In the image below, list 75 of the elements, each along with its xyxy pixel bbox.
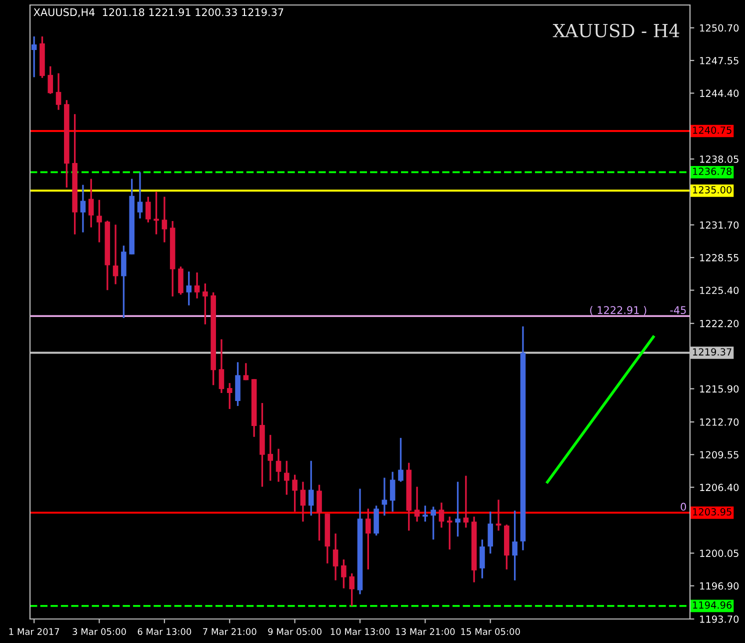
ref-line-label: 1235.00: [693, 186, 732, 194]
y-tick-label: 1209.55: [700, 451, 738, 458]
ref-line-label: 1240.75: [693, 126, 732, 134]
candlestick: [31, 36, 37, 78]
candlestick: [162, 196, 168, 244]
candlestick: [308, 460, 314, 516]
annotation: 0: [680, 502, 686, 511]
ref-line-label: 1194.96: [693, 601, 732, 609]
y-tick-label: 1247.55: [700, 56, 738, 64]
ref-line-label: 1219.37: [693, 348, 732, 356]
candlestick: [268, 434, 274, 482]
y-tick-label: 1215.90: [700, 385, 739, 393]
y-tick-label: 1212.70: [700, 418, 739, 426]
candlestick: [243, 362, 249, 381]
candlestick: [276, 448, 282, 483]
x-tick-label: 13 Mar 21:00: [396, 628, 455, 636]
candlestick: [146, 196, 151, 224]
candlestick: [398, 437, 404, 483]
x-tick-label: 15 Mar 05:00: [461, 628, 520, 636]
y-tick-label: 1193.70: [700, 615, 739, 623]
candlestick: [137, 171, 143, 220]
chart-title: XAUUSD,H4 1201.18 1221.91 1200.33 1219.37: [34, 8, 284, 18]
y-tick-label: 1238.05: [700, 155, 738, 163]
annotation: ( 1222.91 ): [590, 306, 646, 316]
candlestick: [512, 510, 518, 582]
candlestick: [446, 516, 452, 550]
candlestick: [438, 502, 444, 528]
candlestick: [226, 382, 232, 410]
candlestick: [186, 270, 192, 306]
candlestick: [430, 506, 436, 540]
annotation: -45: [670, 306, 686, 314]
candlestick: [496, 498, 502, 532]
y-tick-label: 1225.40: [700, 286, 739, 294]
ref-line-label: 1203.95: [693, 508, 732, 516]
candlestick: [455, 480, 460, 538]
candlestick: [112, 224, 118, 286]
candlestick: [390, 470, 396, 512]
x-tick-label: 9 Mar 05:00: [268, 628, 322, 636]
candlestick: [488, 510, 494, 554]
candlestick: [463, 474, 469, 528]
candlestick: [88, 178, 94, 228]
candlestick: [292, 474, 298, 512]
candlestick: [366, 508, 371, 570]
candlestick: [332, 532, 338, 582]
y-tick-label: 1206.40: [700, 484, 739, 492]
x-tick-label: 3 Mar 05:00: [72, 628, 126, 636]
ref-line-label: 1236.78: [693, 168, 732, 176]
candlestick: [480, 538, 485, 580]
candlestick: [48, 65, 54, 95]
candlestick: [341, 558, 346, 590]
candlestick: [316, 484, 322, 542]
candlestick: [56, 72, 62, 111]
candlestick: [80, 184, 86, 234]
y-tick-label: 1250.70: [700, 24, 739, 32]
candlestick: [96, 199, 102, 244]
candlestick: [349, 572, 354, 607]
candlestick: [414, 486, 420, 522]
text: XAUUSD - H4: [552, 24, 680, 38]
y-tick-label: 1244.40: [700, 90, 739, 97]
y-tick-label: 1222.20: [700, 320, 739, 328]
x-tick-label: 6 Mar 13:00: [138, 628, 192, 636]
candlestick: [382, 476, 388, 516]
candlestick: [284, 460, 290, 496]
candlestick: [218, 338, 224, 394]
x-tick-label: 10 Mar 13:00: [330, 628, 390, 636]
candlestick: [300, 480, 306, 522]
candlestick: [194, 272, 200, 300]
y-tick-label: 1228.55: [700, 254, 738, 262]
candlestick: [202, 282, 208, 326]
y-tick-label: 1200.05: [700, 550, 738, 557]
x-tick-label: 7 Mar 21:00: [203, 628, 256, 636]
x-tick-label: 1 Mar 2017: [9, 628, 60, 636]
y-tick-label: 1231.70: [700, 221, 739, 229]
candlestick: [422, 504, 428, 522]
y-tick-label: 1196.90: [700, 582, 739, 590]
